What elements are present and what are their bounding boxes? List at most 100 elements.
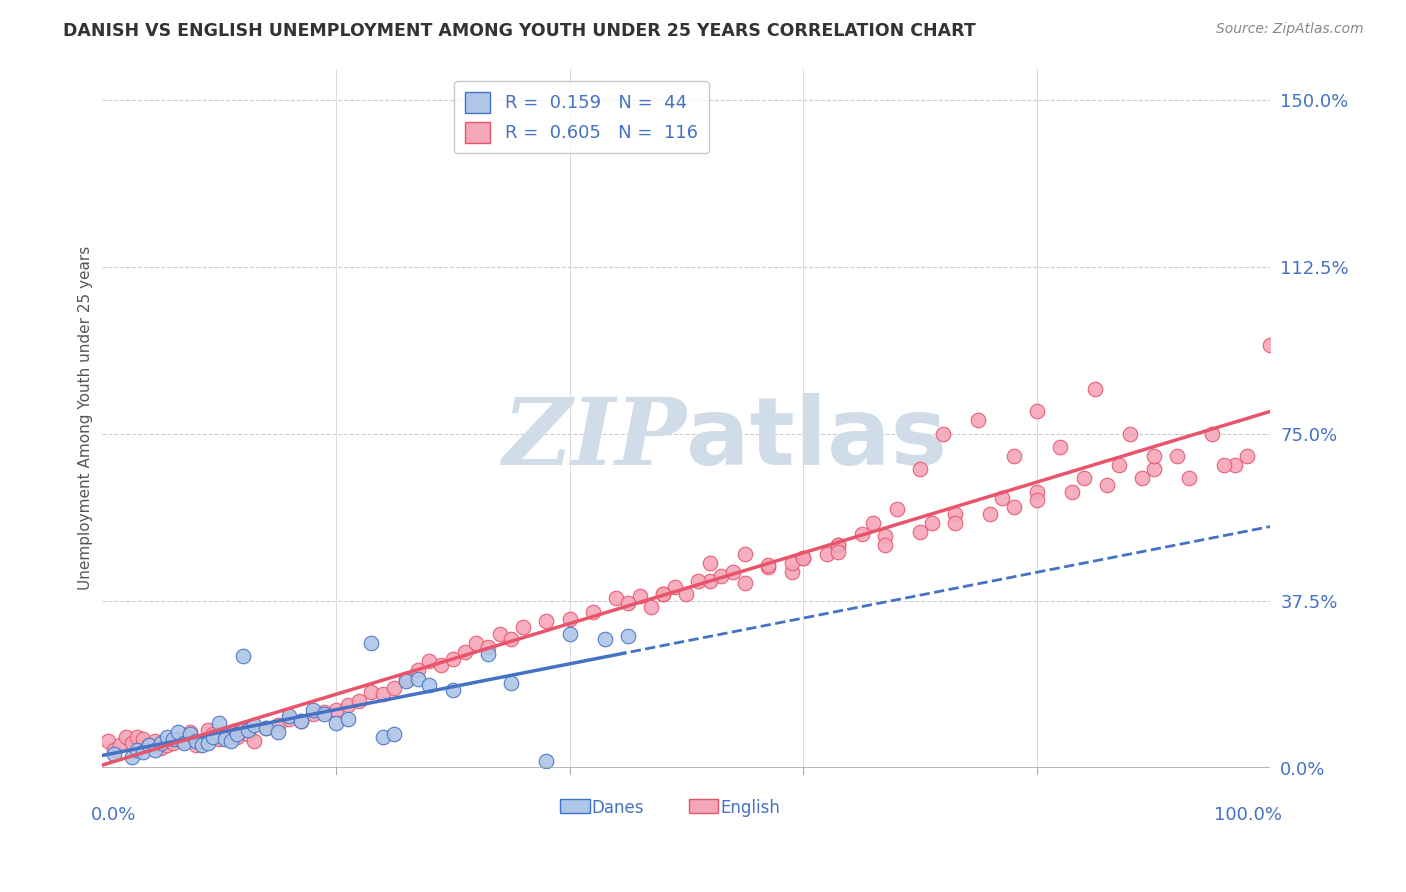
Point xyxy=(254,721,277,735)
Point xyxy=(734,575,756,590)
Point xyxy=(921,516,943,530)
Point xyxy=(266,718,288,732)
Point xyxy=(190,734,212,748)
Point xyxy=(1177,471,1199,485)
Point xyxy=(792,551,814,566)
Point xyxy=(278,709,301,723)
Point xyxy=(640,600,662,615)
Point xyxy=(1212,458,1234,472)
Point xyxy=(477,640,499,655)
Point xyxy=(156,739,179,753)
Point xyxy=(430,658,453,673)
Point xyxy=(1166,449,1188,463)
Point xyxy=(179,727,201,741)
Point xyxy=(219,725,242,739)
Point xyxy=(314,705,336,719)
Point xyxy=(710,569,733,583)
Point xyxy=(214,731,236,746)
Point xyxy=(143,734,166,748)
Point xyxy=(97,734,120,748)
Point xyxy=(536,754,558,768)
Point xyxy=(1260,337,1282,351)
Point xyxy=(406,663,429,677)
Point xyxy=(1225,458,1247,472)
Point xyxy=(162,731,184,746)
Point xyxy=(132,745,155,759)
Point xyxy=(103,747,125,762)
Point xyxy=(932,426,955,441)
Text: DANISH VS ENGLISH UNEMPLOYMENT AMONG YOUTH UNDER 25 YEARS CORRELATION CHART: DANISH VS ENGLISH UNEMPLOYMENT AMONG YOU… xyxy=(63,22,976,40)
Point xyxy=(756,558,779,572)
Point xyxy=(114,730,136,744)
Point xyxy=(395,673,418,688)
Point xyxy=(1025,493,1047,508)
Point xyxy=(202,730,225,744)
Point xyxy=(173,736,195,750)
Text: English: English xyxy=(720,799,780,817)
Point xyxy=(734,547,756,561)
Point xyxy=(197,723,219,737)
Point xyxy=(418,654,440,668)
Point xyxy=(536,614,558,628)
Point xyxy=(278,712,301,726)
Point xyxy=(780,565,803,579)
Point xyxy=(873,529,896,543)
Point xyxy=(132,731,155,746)
Point xyxy=(477,647,499,661)
Point xyxy=(121,736,143,750)
Point xyxy=(301,703,323,717)
Point xyxy=(184,739,207,753)
Point xyxy=(453,645,475,659)
Point xyxy=(441,651,464,665)
Point xyxy=(208,716,231,731)
Point xyxy=(138,739,160,753)
Point xyxy=(1084,382,1107,396)
FancyBboxPatch shape xyxy=(561,799,589,814)
Point xyxy=(908,524,931,539)
Point xyxy=(173,734,195,748)
Point xyxy=(688,574,710,588)
Y-axis label: Unemployment Among Youth under 25 years: Unemployment Among Youth under 25 years xyxy=(79,246,93,591)
Point xyxy=(143,743,166,757)
Point xyxy=(121,749,143,764)
Text: Source: ZipAtlas.com: Source: ZipAtlas.com xyxy=(1216,22,1364,37)
Point xyxy=(1236,449,1258,463)
Point xyxy=(266,725,288,739)
Point xyxy=(1143,449,1166,463)
Point xyxy=(336,698,359,713)
Point xyxy=(465,636,488,650)
Point xyxy=(225,730,247,744)
Point xyxy=(1002,449,1025,463)
Point xyxy=(558,627,581,641)
Text: atlas: atlas xyxy=(686,393,948,485)
Point xyxy=(371,687,394,701)
Point xyxy=(501,632,523,646)
Point xyxy=(699,556,721,570)
Point xyxy=(1143,462,1166,476)
Point xyxy=(349,694,371,708)
Point xyxy=(780,556,803,570)
Point xyxy=(243,734,266,748)
Point xyxy=(1119,426,1142,441)
Point xyxy=(1002,500,1025,515)
Point xyxy=(873,538,896,552)
Point xyxy=(943,516,966,530)
Point xyxy=(827,538,849,552)
FancyBboxPatch shape xyxy=(689,799,718,814)
Point xyxy=(360,685,382,699)
Point xyxy=(238,727,260,741)
Text: ZIP: ZIP xyxy=(502,394,686,484)
Point xyxy=(1073,471,1095,485)
Point xyxy=(699,574,721,588)
Point xyxy=(108,739,131,753)
Point xyxy=(314,707,336,722)
Point xyxy=(103,743,125,757)
Point xyxy=(290,714,312,728)
Point xyxy=(593,632,616,646)
Point xyxy=(243,718,266,732)
Point xyxy=(1025,484,1047,499)
Point xyxy=(232,723,254,737)
Point xyxy=(325,703,347,717)
Point xyxy=(1095,478,1118,492)
Text: 0.0%: 0.0% xyxy=(91,806,136,824)
